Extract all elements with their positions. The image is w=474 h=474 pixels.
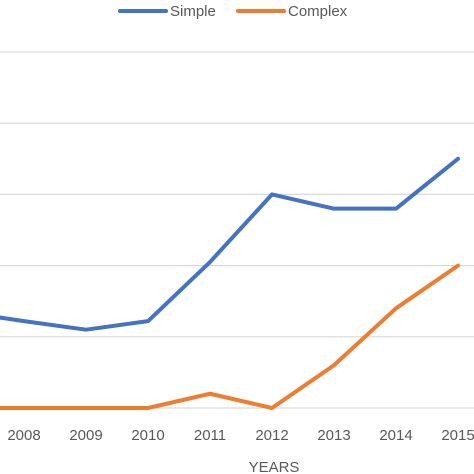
series-line-simple [0,156,460,332]
x-tick-label-2014: 2014 [379,427,412,444]
legend-label-complex: Complex [288,3,348,20]
legend-label-simple: Simple [170,3,216,20]
x-tick-label-2011: 2011 [194,427,226,444]
legend: Simple Complex [118,3,348,20]
x-axis-title: YEARS [249,459,300,474]
x-tick-labels: 200720082009201020112012201320142015 [7,427,474,444]
x-tick-label-2009: 2009 [69,427,102,444]
gridlines [0,51,474,409]
series-lines [0,156,460,410]
x-tick-label-2010: 2010 [131,427,164,444]
x-tick-label-2012: 2012 [255,427,288,444]
x-tick-label-2015: 2015 [441,427,474,444]
x-tick-label-2008: 2008 [7,427,40,444]
x-tick-label-2013: 2013 [317,427,350,444]
series-line-complex [0,263,460,410]
